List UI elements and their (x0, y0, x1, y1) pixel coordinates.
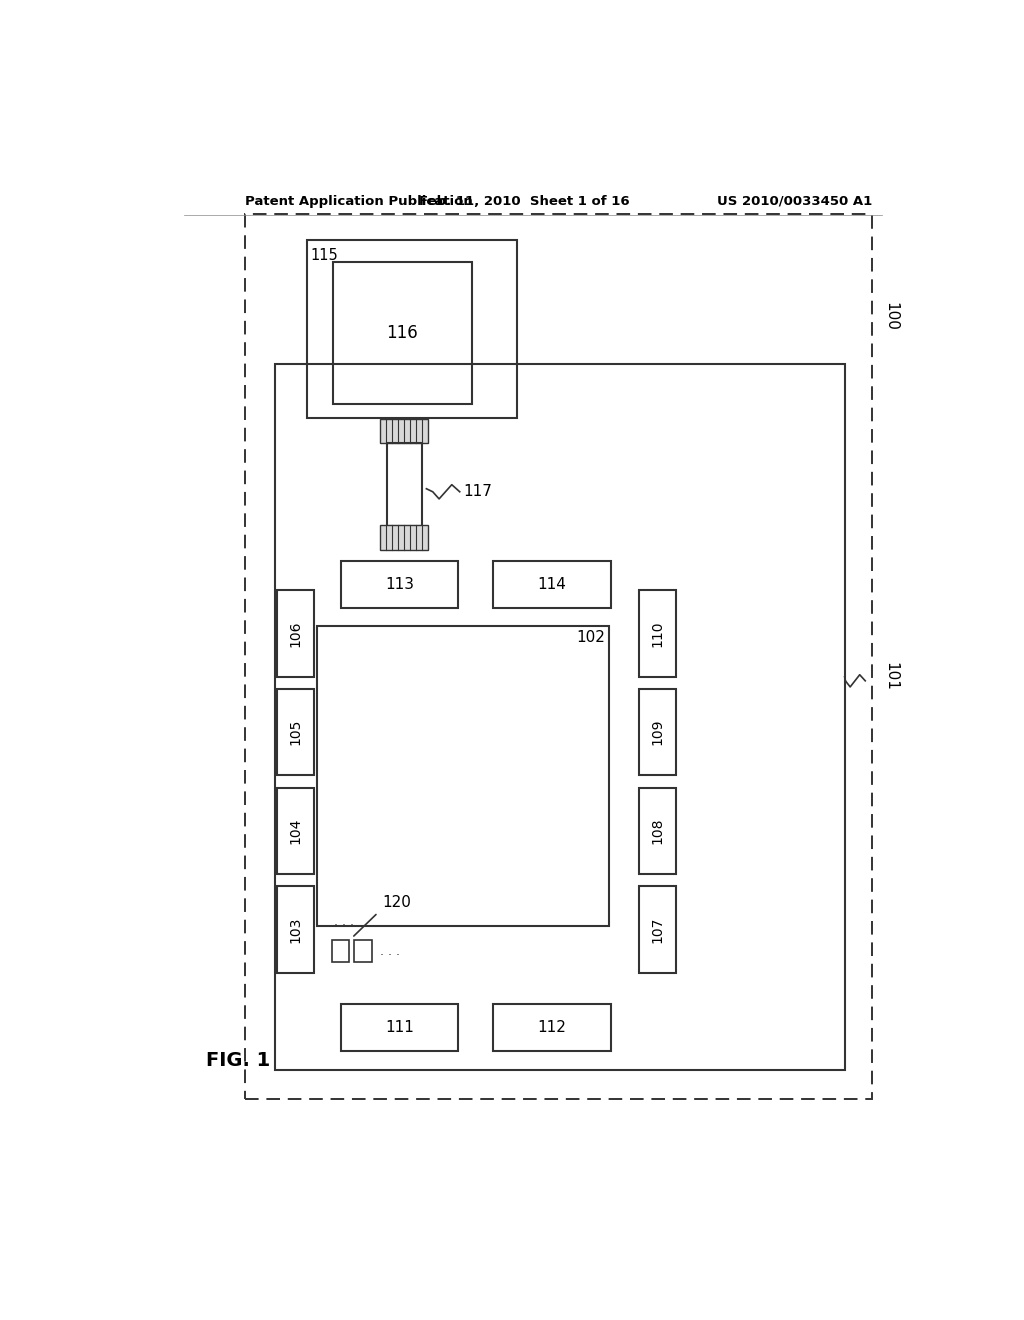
Text: 105: 105 (289, 719, 302, 746)
Bar (341, 1005, 458, 1051)
Text: 104: 104 (289, 817, 302, 843)
Bar (278, 689, 313, 775)
Bar (354, 940, 372, 962)
Text: 106: 106 (289, 620, 302, 647)
Text: 112: 112 (538, 1020, 566, 1035)
Text: 113: 113 (385, 577, 414, 591)
Bar (494, 1005, 610, 1051)
Text: Feb. 11, 2010  Sheet 1 of 16: Feb. 11, 2010 Sheet 1 of 16 (420, 194, 630, 207)
Bar (380, 418, 428, 444)
Text: 102: 102 (577, 630, 605, 645)
Text: US 2010/0033450 A1: US 2010/0033450 A1 (717, 194, 872, 207)
Text: 101: 101 (884, 663, 898, 692)
Text: Patent Application Publication: Patent Application Publication (246, 194, 473, 207)
Text: 115: 115 (310, 248, 338, 263)
Text: 107: 107 (650, 916, 665, 942)
Bar (333, 263, 472, 404)
Text: 100: 100 (884, 301, 898, 330)
Bar (274, 364, 845, 1071)
Text: 103: 103 (289, 916, 302, 942)
Bar (387, 444, 422, 527)
Bar (639, 788, 676, 874)
Bar (278, 886, 313, 973)
Bar (639, 590, 676, 677)
Bar (246, 214, 872, 1098)
Text: 108: 108 (650, 817, 665, 843)
Text: 120: 120 (382, 895, 411, 909)
Bar (380, 525, 428, 549)
Bar (341, 561, 458, 607)
Bar (278, 590, 313, 677)
Text: . . .: . . . (380, 945, 399, 958)
Text: 114: 114 (538, 577, 566, 591)
Bar (278, 788, 313, 874)
Text: 117: 117 (463, 484, 492, 499)
Text: 111: 111 (385, 1020, 414, 1035)
Bar (494, 561, 610, 607)
Text: . . .: . . . (334, 915, 353, 928)
Bar (306, 240, 517, 417)
Text: 116: 116 (386, 325, 418, 342)
Bar (639, 689, 676, 775)
Bar (639, 886, 676, 973)
Bar (332, 940, 349, 962)
Bar (316, 626, 609, 925)
Text: FIG. 1: FIG. 1 (206, 1052, 270, 1071)
Text: 110: 110 (650, 620, 665, 647)
Text: 109: 109 (650, 719, 665, 746)
